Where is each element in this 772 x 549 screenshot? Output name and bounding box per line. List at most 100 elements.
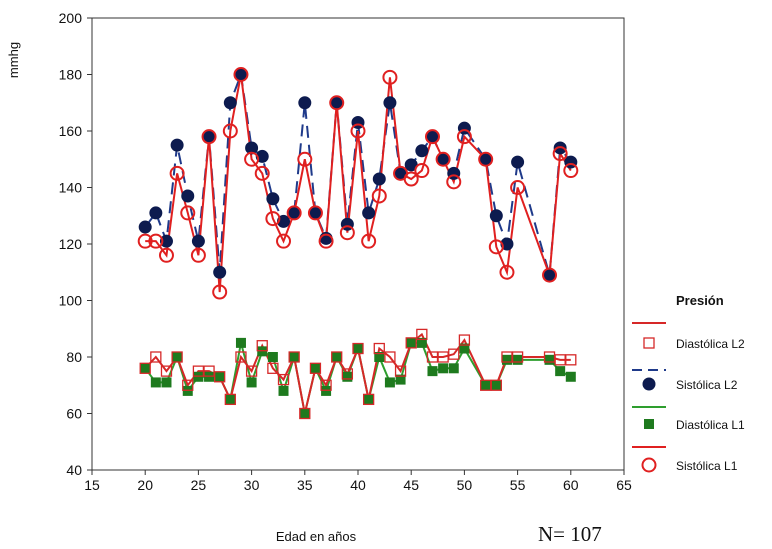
data-point-diastolica-l1 xyxy=(289,352,300,362)
data-point-sistolica-l2 xyxy=(511,155,525,169)
x-axis-title: Edad en años xyxy=(276,529,357,544)
data-point-diastolica-l2 xyxy=(320,379,332,391)
data-point-sistolica-l2 xyxy=(500,237,514,251)
legend-marker-diastolica-l2 xyxy=(643,337,655,349)
data-point-sistolica-l2 xyxy=(191,234,205,248)
x-tick-label: 50 xyxy=(457,477,473,493)
x-tick-label: 35 xyxy=(297,477,313,493)
data-point-diastolica-l1 xyxy=(342,371,353,382)
data-point-sistolica-l1 xyxy=(456,129,472,145)
data-point-diastolica-l2 xyxy=(139,362,151,374)
y-tick-label: 180 xyxy=(59,67,83,83)
data-point-sistolica-l1 xyxy=(542,267,558,283)
data-point-sistolica-l1 xyxy=(233,67,249,82)
data-point-diastolica-l1 xyxy=(267,352,278,362)
data-point-sistolica-l2 xyxy=(159,234,173,248)
data-point-sistolica-l1 xyxy=(244,151,260,167)
data-point-diastolica-l2 xyxy=(341,368,354,380)
data-point-sistolica-l1 xyxy=(563,163,579,179)
data-point-sistolica-l1 xyxy=(286,205,302,221)
legend-marker-diastolica-l1 xyxy=(644,419,654,429)
data-point-sistolica-l2 xyxy=(266,192,280,206)
data-point-diastolica-l1 xyxy=(331,352,342,362)
legend-marker-sistolica-l1 xyxy=(641,457,657,473)
data-point-sistolica-l2 xyxy=(362,206,376,220)
data-point-diastolica-l1 xyxy=(480,380,491,391)
y-tick-label: 80 xyxy=(66,349,82,365)
data-point-diastolica-l2 xyxy=(458,334,471,346)
data-point-sistolica-l1 xyxy=(276,233,292,249)
data-point-diastolica-l1 xyxy=(150,377,161,388)
data-point-sistolica-l1 xyxy=(510,180,526,195)
data-point-diastolica-l2 xyxy=(182,379,194,391)
data-point-sistolica-l1 xyxy=(499,264,515,280)
x-tick-label: 15 xyxy=(84,477,100,493)
legend-label-sistolica-l2: Sistólica L2 xyxy=(676,378,738,392)
axis-ticks: 15 20 25 30 35 40 45 50 55 60 65 40 60 80 100 120 140 160… xyxy=(59,10,632,493)
data-point-diastolica-l1 xyxy=(246,377,257,388)
x-tick-label: 20 xyxy=(137,477,153,493)
data-point-sistolica-l1 xyxy=(435,151,451,167)
x-tick-label: 55 xyxy=(510,477,526,493)
x-tick-label: 30 xyxy=(244,477,260,493)
data-point-sistolica-l2 xyxy=(298,96,312,110)
x-tick-label: 40 xyxy=(350,477,366,493)
data-point-diastolica-l1 xyxy=(544,354,555,365)
data-point-diastolica-l1 xyxy=(161,377,172,388)
legend-label-diastolica-l2: Diastólica L2 xyxy=(676,337,745,351)
data-point-diastolica-l1 xyxy=(427,366,438,377)
data-point-diastolica-l2 xyxy=(299,407,311,420)
data-point-sistolica-l2 xyxy=(181,189,195,203)
y-axis-title: mmhg xyxy=(6,42,21,78)
data-point-sistolica-l2 xyxy=(149,206,163,220)
series-layer xyxy=(137,67,579,420)
data-point-diastolica-l1 xyxy=(416,337,427,348)
data-point-sistolica-l2 xyxy=(372,172,386,186)
data-point-sistolica-l2 xyxy=(489,209,503,223)
y-tick-label: 120 xyxy=(59,236,83,252)
data-point-sistolica-l1 xyxy=(318,233,334,249)
data-point-diastolica-l1 xyxy=(172,352,183,362)
data-point-diastolica-l2 xyxy=(416,328,428,341)
data-point-diastolica-l1 xyxy=(214,371,225,382)
data-point-diastolica-l2 xyxy=(214,371,226,383)
data-point-diastolica-l2 xyxy=(448,348,460,360)
data-point-sistolica-l1 xyxy=(350,123,366,139)
data-point-sistolica-l1 xyxy=(148,233,164,249)
legend-label-diastolica-l1: Diastólica L1 xyxy=(676,418,745,432)
data-point-diastolica-l1 xyxy=(448,363,459,374)
data-point-sistolica-l1 xyxy=(265,211,281,227)
data-point-diastolica-l2 xyxy=(565,354,577,366)
data-point-sistolica-l1 xyxy=(222,123,238,139)
data-point-sistolica-l1 xyxy=(190,247,206,263)
data-point-sistolica-l1 xyxy=(478,151,494,167)
data-point-diastolica-l1 xyxy=(140,363,151,374)
y-tick-label: 100 xyxy=(59,293,83,309)
data-point-sistolica-l1 xyxy=(169,165,185,181)
data-point-sistolica-l1 xyxy=(329,95,345,111)
plot-area xyxy=(91,17,625,471)
data-point-sistolica-l1 xyxy=(446,174,462,190)
data-point-diastolica-l1 xyxy=(225,394,236,405)
data-point-sistolica-l1 xyxy=(158,247,174,263)
data-point-sistolica-l1 xyxy=(414,163,430,179)
data-point-diastolica-l1 xyxy=(278,385,289,396)
data-point-sistolica-l1 xyxy=(371,188,387,204)
data-point-diastolica-l2 xyxy=(309,362,322,374)
data-point-diastolica-l2 xyxy=(362,393,375,406)
sample-size-note: N= 107 xyxy=(538,522,602,546)
data-point-sistolica-l2 xyxy=(223,96,237,110)
data-point-diastolica-l1 xyxy=(555,366,566,377)
data-point-sistolica-l1 xyxy=(307,205,323,221)
data-point-sistolica-l1 xyxy=(361,233,377,249)
data-point-diastolica-l2 xyxy=(352,342,364,355)
data-point-diastolica-l2 xyxy=(256,340,268,352)
data-point-diastolica-l1 xyxy=(353,343,363,354)
data-point-sistolica-l1 xyxy=(180,205,196,221)
data-point-sistolica-l1 xyxy=(488,239,504,255)
data-point-sistolica-l1 xyxy=(212,284,228,300)
y-tick-label: 200 xyxy=(59,10,83,26)
data-point-diastolica-l1 xyxy=(438,363,449,374)
data-point-sistolica-l1 xyxy=(424,129,440,145)
data-point-sistolica-l2 xyxy=(213,265,227,279)
